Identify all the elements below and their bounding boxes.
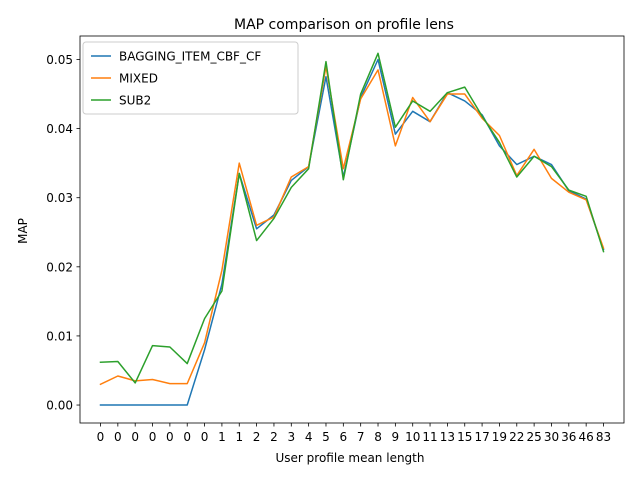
legend-label-2: SUB2	[119, 94, 151, 108]
x-tick-label-5: 0	[183, 430, 191, 444]
x-tick-label-14: 6	[340, 430, 348, 444]
x-tick-label-29: 83	[596, 430, 611, 444]
x-tick-label-17: 9	[392, 430, 400, 444]
axes-frame	[79, 35, 625, 424]
x-tick-label-18: 10	[405, 430, 420, 444]
x-tick-label-12: 4	[305, 430, 313, 444]
x-tick-label-22: 17	[474, 430, 489, 444]
y-tick-label-3: 0.03	[46, 191, 73, 205]
x-tick-label-13: 5	[322, 430, 330, 444]
x-tick-label-15: 7	[357, 430, 365, 444]
legend: BAGGING_ITEM_CBF_CF MIXED SUB2	[82, 41, 299, 115]
x-tick-label-16: 8	[374, 430, 382, 444]
x-axis-label: User profile mean length	[276, 451, 425, 465]
x-tick-label-27: 36	[561, 430, 576, 444]
plot-area: 0 0 0 0 0 0 0 1 1 2 2 3 4 5 6 7 8 9 10 11 13 15 17 19 22 25 30 36 46…	[46, 35, 625, 444]
y-tick-label-4: 0.04	[46, 122, 73, 136]
x-tick-label-1: 0	[114, 430, 122, 444]
x-tick-label-24: 22	[509, 430, 524, 444]
x-tick-label-11: 3	[287, 430, 295, 444]
y-tick-label-0: 0.00	[46, 399, 73, 413]
x-tick-label-2: 0	[131, 430, 139, 444]
x-tick-label-8: 1	[235, 430, 243, 444]
x-tick-label-6: 0	[201, 430, 209, 444]
x-tick-label-9: 2	[253, 430, 261, 444]
chart-title: MAP comparison on profile lens	[234, 17, 454, 33]
y-axis-label: MAP	[16, 218, 30, 244]
x-tick-label-19: 11	[422, 430, 437, 444]
y-tick-label-2: 0.02	[46, 260, 73, 274]
x-tick-label-26: 30	[544, 430, 559, 444]
series-line-2	[99, 52, 605, 384]
x-tick-label-20: 13	[440, 430, 455, 444]
x-tick-label-23: 19	[492, 430, 507, 444]
y-tick-label-5: 0.05	[46, 53, 73, 67]
x-tick-label-3: 0	[149, 430, 157, 444]
y-tick-label-1: 0.01	[46, 329, 73, 343]
x-tick-label-28: 46	[579, 430, 594, 444]
x-tick-label-21: 15	[457, 430, 472, 444]
legend-label-0: BAGGING_ITEM_CBF_CF	[119, 50, 261, 64]
x-tick-label-25: 25	[526, 430, 541, 444]
x-tick-label-4: 0	[166, 430, 174, 444]
legend-label-1: MIXED	[119, 72, 158, 86]
legend-box	[82, 41, 299, 115]
x-tick-label-7: 1	[218, 430, 226, 444]
x-tick-label-0: 0	[97, 430, 105, 444]
x-tick-label-10: 2	[270, 430, 278, 444]
